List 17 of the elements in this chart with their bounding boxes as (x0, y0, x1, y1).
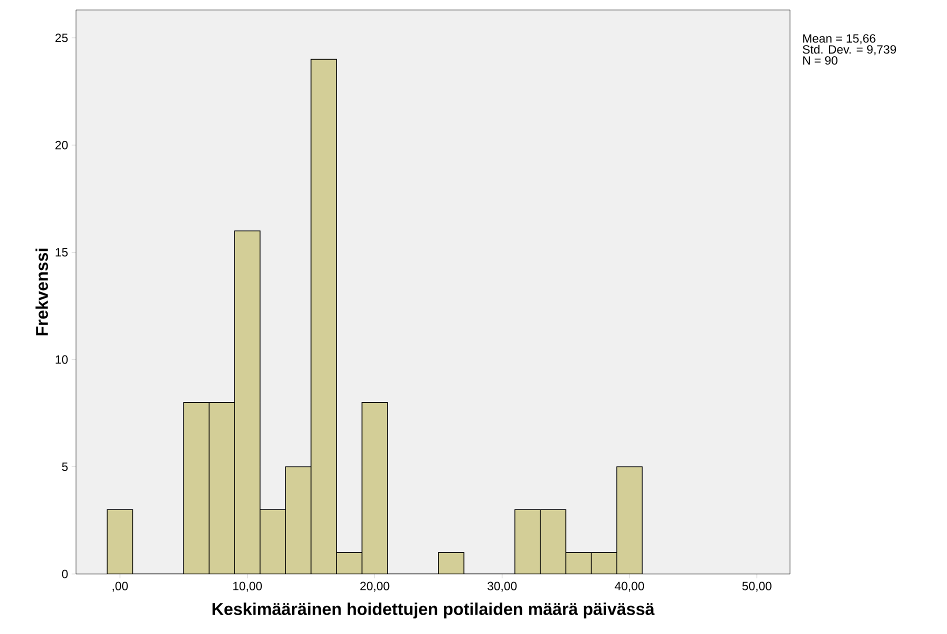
y-tick-label: 10 (56, 355, 68, 364)
y-tick-label: 25 (55, 34, 68, 42)
y-axis-title: Frekvenssi (36, 248, 48, 336)
text: Std. Dev. = 9,739 (802, 44, 896, 56)
x-tick-label: 40,00 (614, 582, 644, 592)
x-tick-label: 30,00 (488, 582, 517, 592)
y-tick-label: 15 (56, 248, 68, 256)
x-axis-title: Keskimääräinen hoidettujen potilaiden määrä päivässä (212, 602, 655, 618)
x-tick-label: 10,00 (233, 582, 262, 592)
text: Mean = 15,66 (803, 34, 876, 44)
y-tick-label: 20 (55, 140, 68, 150)
x-tick-label: 20,00 (360, 582, 390, 592)
y-tick-label: 0 (62, 570, 68, 578)
x-tick-label: 50,00 (742, 582, 772, 592)
y-tick-label: 5 (62, 462, 68, 471)
x-tick-label: ,00 (112, 582, 128, 592)
text: N = 90 (803, 56, 838, 65)
